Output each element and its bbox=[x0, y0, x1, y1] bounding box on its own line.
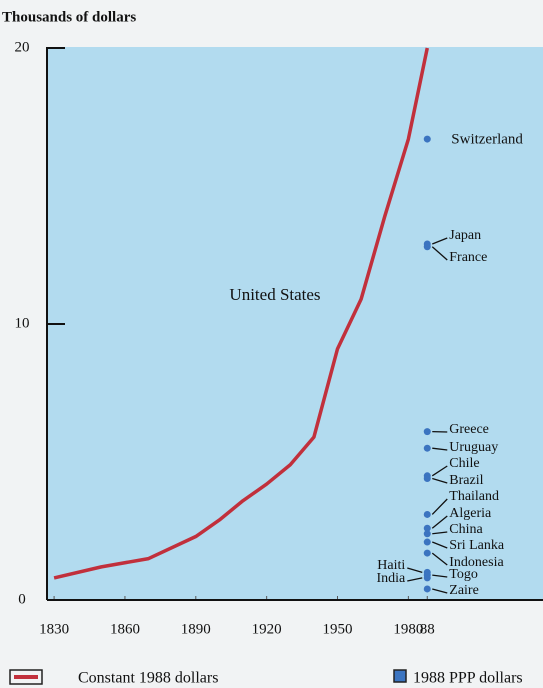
leader-line bbox=[431, 552, 448, 566]
point-label: Togo bbox=[449, 567, 478, 582]
point-label: Zaire bbox=[449, 583, 479, 598]
point-label: Algeria bbox=[449, 506, 492, 521]
leader-line bbox=[432, 574, 448, 578]
leader-line bbox=[432, 237, 448, 245]
y-tick-label: 0 bbox=[18, 591, 26, 607]
data-point bbox=[423, 475, 431, 483]
series-line bbox=[53, 47, 429, 580]
x-tick-label: 1890 bbox=[181, 621, 211, 637]
data-point bbox=[423, 530, 431, 538]
y-tick-label: 20 bbox=[15, 39, 30, 55]
point-label: Chile bbox=[449, 456, 479, 471]
data-point bbox=[423, 574, 431, 582]
data-point bbox=[423, 243, 431, 251]
leader-line bbox=[431, 246, 448, 261]
series-label: United States bbox=[229, 285, 320, 304]
data-point bbox=[423, 538, 431, 546]
leader-line bbox=[432, 531, 448, 535]
data-point bbox=[423, 524, 431, 532]
point-label: Switzerland bbox=[451, 131, 523, 147]
leader-line bbox=[407, 577, 423, 582]
x-tick-label: 1830 bbox=[39, 621, 69, 637]
point-label: Brazil bbox=[449, 473, 483, 488]
leader-line bbox=[432, 588, 448, 594]
point-label: China bbox=[449, 522, 483, 537]
x-tick-label: 1860 bbox=[110, 621, 140, 637]
leader-line bbox=[431, 515, 448, 529]
x-tick-label: 1920 bbox=[252, 621, 282, 637]
y-axis-label: Thousands of dollars bbox=[2, 9, 136, 25]
leader-line bbox=[407, 567, 423, 574]
point-label: Thailand bbox=[449, 489, 499, 504]
legend-swatch bbox=[393, 669, 407, 683]
point-label: Indonesia bbox=[449, 555, 504, 570]
x-tick-label: 88 bbox=[420, 621, 435, 637]
x-tick-label: 1950 bbox=[323, 621, 353, 637]
legend-swatch-line bbox=[14, 675, 38, 679]
point-label: Greece bbox=[449, 422, 489, 437]
point-label: France bbox=[449, 250, 487, 265]
data-point bbox=[423, 510, 431, 518]
leader-line bbox=[432, 447, 448, 451]
leader-line bbox=[431, 465, 448, 477]
data-point bbox=[423, 444, 431, 452]
plot-area bbox=[47, 47, 543, 600]
data-point bbox=[423, 585, 431, 593]
leader-line bbox=[432, 541, 448, 549]
point-label: Uruguay bbox=[449, 440, 498, 455]
data-point bbox=[423, 135, 431, 143]
data-point bbox=[423, 549, 431, 557]
legend-label: Constant 1988 dollars bbox=[78, 670, 218, 687]
x-tick-label: 1980 bbox=[393, 621, 423, 637]
y-tick-label: 10 bbox=[15, 315, 30, 331]
legend-label: 1988 PPP dollars bbox=[413, 670, 523, 687]
leader-line bbox=[431, 498, 448, 515]
point-label: Sri Lanka bbox=[449, 538, 505, 553]
point-label: India bbox=[377, 571, 407, 586]
leader-line bbox=[432, 477, 448, 484]
point-label: Japan bbox=[449, 228, 481, 243]
point-label: Haiti bbox=[377, 558, 405, 573]
data-point bbox=[423, 428, 431, 436]
